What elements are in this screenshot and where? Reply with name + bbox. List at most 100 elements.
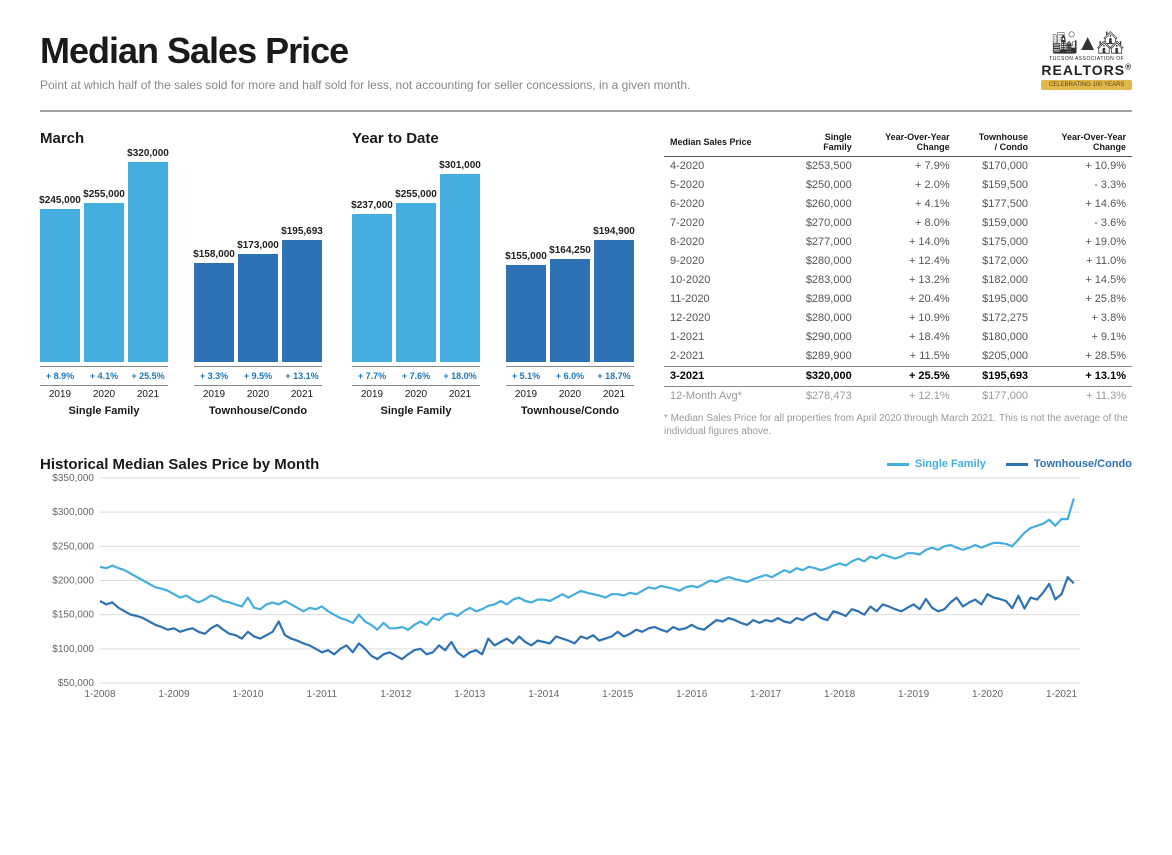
svg-text:1-2012: 1-2012 — [380, 689, 412, 700]
table-cell: 4-2020 — [664, 156, 784, 176]
bar-value-label: $255,000 — [395, 189, 437, 200]
svg-text:$50,000: $50,000 — [58, 678, 95, 689]
table-cell: $289,900 — [784, 347, 858, 367]
table-row: 12-Month Avg*$278,473+ 12.1%$177,000+ 11… — [664, 386, 1132, 406]
table-cell: 7-2020 — [664, 214, 784, 233]
table-cell: $250,000 — [784, 176, 858, 195]
bar-rect — [396, 203, 436, 362]
line-series — [100, 577, 1074, 659]
bar-rect — [352, 214, 392, 362]
table-cell: + 25.5% — [858, 366, 956, 386]
bar-group-label: Townhouse/Condo — [209, 405, 307, 417]
legend-swatch — [887, 463, 909, 466]
svg-text:1-2010: 1-2010 — [232, 689, 264, 700]
page-subtitle: Point at which half of the sales sold fo… — [40, 78, 690, 92]
historical-chart-title: Historical Median Sales Price by Month — [40, 456, 319, 473]
bar: $194,900 — [594, 226, 634, 362]
bar: $155,000 — [506, 251, 546, 362]
svg-text:1-2021: 1-2021 — [1046, 689, 1078, 700]
table-row: 8-2020$277,000+ 14.0%$175,000+ 19.0% — [664, 233, 1132, 252]
bar-value-label: $255,000 — [83, 189, 125, 200]
table-cell: + 14.6% — [1034, 195, 1132, 214]
table-cell: 1-2021 — [664, 328, 784, 347]
table-header: Year-Over-YearChange — [858, 130, 956, 156]
table-cell: + 11.0% — [1034, 252, 1132, 271]
bar-year: 2021 — [594, 386, 634, 403]
svg-text:1-2014: 1-2014 — [528, 689, 560, 700]
table-cell: + 2.0% — [858, 176, 956, 195]
bar-year: 2019 — [506, 386, 546, 403]
table-cell: + 14.5% — [1034, 271, 1132, 290]
bar-value-label: $173,000 — [237, 240, 279, 251]
table-cell: $195,693 — [956, 366, 1034, 386]
legend-item: Single Family — [887, 458, 986, 470]
bar-year: 2020 — [238, 386, 278, 403]
line-chart: $50,000$100,000$150,000$200,000$250,000$… — [40, 473, 1090, 703]
bar-chart-block: Year to Date $237,000$255,000$301,000+ 7.… — [352, 130, 634, 438]
bar-chart-title: Year to Date — [352, 130, 634, 147]
table-cell: + 18.4% — [858, 328, 956, 347]
table-row: 9-2020$280,000+ 12.4%$172,000+ 11.0% — [664, 252, 1132, 271]
bar-rect — [506, 265, 546, 362]
bar-pct: + 9.5% — [238, 367, 278, 385]
table-cell: $195,000 — [956, 290, 1034, 309]
table-cell: + 10.9% — [858, 309, 956, 328]
bar-rect — [282, 240, 322, 362]
bar-value-label: $158,000 — [193, 249, 235, 260]
table-cell: + 28.5% — [1034, 347, 1132, 367]
bar-chart-block: March $245,000$255,000$320,000+ 8.9%+ 4.1… — [40, 130, 322, 438]
bar-value-label: $237,000 — [351, 200, 393, 211]
table-cell: 8-2020 — [664, 233, 784, 252]
svg-text:$200,000: $200,000 — [52, 575, 94, 586]
table-cell: $278,473 — [784, 386, 858, 406]
bar-pct: + 3.3% — [194, 367, 234, 385]
bar-group: $237,000$255,000$301,000+ 7.7%+ 7.6%+ 18… — [352, 152, 480, 417]
table-cell: $283,000 — [784, 271, 858, 290]
table-cell: $170,000 — [956, 156, 1034, 176]
bar-rect — [128, 162, 168, 362]
bar-pct: + 6.0% — [550, 367, 590, 385]
table-cell: 10-2020 — [664, 271, 784, 290]
bar-rect — [440, 174, 480, 362]
table-cell: - 3.6% — [1034, 214, 1132, 233]
table-row: 2-2021$289,900+ 11.5%$205,000+ 28.5% — [664, 347, 1132, 367]
table-cell: + 3.8% — [1034, 309, 1132, 328]
data-table: Median Sales PriceSingleFamilyYear-Over-… — [664, 130, 1132, 406]
table-cell: $277,000 — [784, 233, 858, 252]
table-row: 7-2020$270,000+ 8.0%$159,000- 3.6% — [664, 214, 1132, 233]
table-cell: + 7.9% — [858, 156, 956, 176]
bar-group-label: Single Family — [69, 405, 140, 417]
historical-chart-section: Historical Median Sales Price by Month S… — [40, 456, 1132, 703]
bar-rect — [84, 203, 124, 362]
table-header: Townhouse/ Condo — [956, 130, 1034, 156]
bar-value-label: $245,000 — [39, 195, 81, 206]
bar-rect — [194, 263, 234, 362]
table-cell: - 3.3% — [1034, 176, 1132, 195]
table-cell: 12-2020 — [664, 309, 784, 328]
legend-swatch — [1006, 463, 1028, 466]
table-cell: 9-2020 — [664, 252, 784, 271]
bar-chart-title: March — [40, 130, 322, 147]
bar-pct: + 8.9% — [40, 367, 80, 385]
svg-text:1-2015: 1-2015 — [602, 689, 634, 700]
table-cell: $159,500 — [956, 176, 1034, 195]
table-footnote: * Median Sales Price for all properties … — [664, 412, 1132, 438]
table-cell: $280,000 — [784, 252, 858, 271]
bar-group: $245,000$255,000$320,000+ 8.9%+ 4.1%+ 25… — [40, 152, 168, 417]
bar-year: 2019 — [194, 386, 234, 403]
svg-text:$300,000: $300,000 — [52, 507, 94, 518]
legend-item: Townhouse/Condo — [1006, 458, 1132, 470]
svg-text:$250,000: $250,000 — [52, 541, 94, 552]
table-cell: $177,500 — [956, 195, 1034, 214]
legend-label: Single Family — [915, 458, 986, 470]
logo-icon: 🏙▲🏘 — [1041, 30, 1132, 56]
table-cell: $205,000 — [956, 347, 1034, 367]
table-cell: $289,000 — [784, 290, 858, 309]
svg-text:$100,000: $100,000 — [52, 644, 94, 655]
bar-charts-row: March $245,000$255,000$320,000+ 8.9%+ 4.1… — [40, 130, 634, 438]
table-cell: + 14.0% — [858, 233, 956, 252]
logo-brand: REALTORS® — [1041, 62, 1132, 78]
bar: $158,000 — [194, 249, 234, 362]
table-cell: 5-2020 — [664, 176, 784, 195]
table-cell: + 8.0% — [858, 214, 956, 233]
